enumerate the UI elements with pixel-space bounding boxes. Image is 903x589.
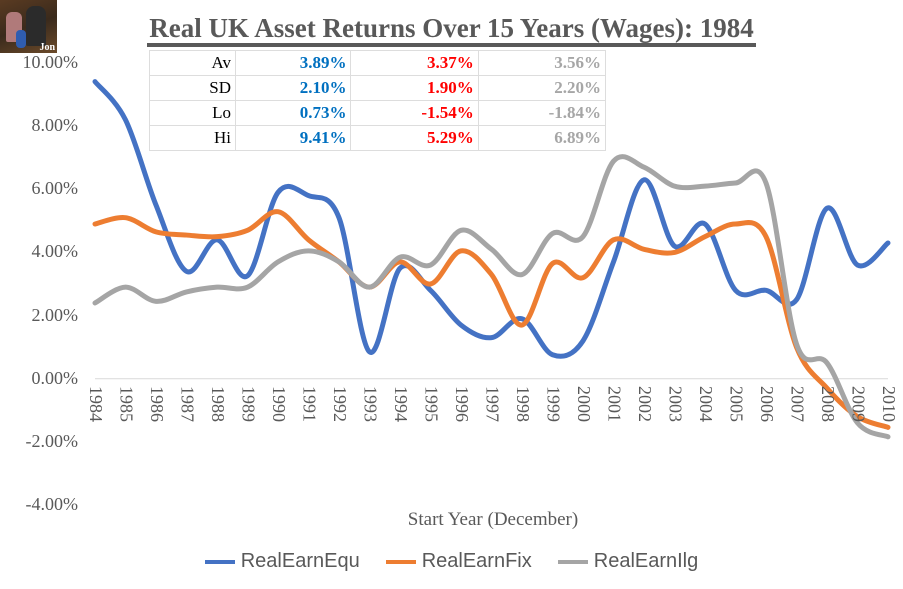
x-tick-label: 2008 [818, 386, 838, 422]
chart-title: Real UK Asset Returns Over 15 Years (Wag… [147, 13, 756, 47]
x-tick-label: 1986 [147, 386, 167, 422]
stats-row: Hi 9.41% 5.29% 6.89% [149, 125, 607, 151]
stats-cell-equ: 0.73% [234, 100, 352, 126]
legend-label: RealEarnEqu [240, 550, 360, 572]
stats-cell-ilg: -1.84% [477, 100, 607, 126]
stats-row: Av 3.89% 3.37% 3.56% [149, 50, 607, 76]
stats-cell-label: Av [149, 50, 236, 76]
x-tick-label: 1993 [360, 386, 381, 422]
x-tick-label: 2010 [879, 386, 899, 422]
y-tick-label: 8.00% [31, 115, 79, 136]
legend-swatch [557, 559, 588, 564]
x-tick-label: 1988 [208, 386, 228, 422]
stats-cell-equ: 3.89% [234, 50, 352, 76]
series-line-RealEarnEqu [92, 79, 891, 359]
x-tick-label: 2001 [604, 386, 625, 422]
y-tick-label: 6.00% [31, 178, 79, 199]
y-tick-label: -2.00% [25, 430, 79, 451]
x-axis-title: Start Year (December) [407, 509, 579, 530]
x-tick-label: 1992 [330, 386, 350, 422]
stats-cell-label: SD [149, 75, 236, 101]
legend-swatch [204, 559, 235, 564]
y-tick-label: -4.00% [25, 494, 79, 514]
stats-cell-label: Hi [149, 125, 236, 151]
y-tick-label: 4.00% [31, 241, 79, 262]
x-tick-label: 2003 [665, 386, 686, 422]
series-line-RealEarnFix [92, 209, 891, 430]
x-tick-label: 2007 [787, 386, 808, 422]
x-tick-label: 2004 [696, 386, 716, 422]
x-tick-label: 1994 [391, 386, 411, 422]
stats-cell-fix: 1.90% [350, 75, 479, 101]
stats-cell-fix: 5.29% [350, 125, 479, 151]
legend: RealEarnEqu RealEarnFix RealEarnIlg [0, 550, 903, 573]
x-tick-label: 1984 [86, 386, 106, 422]
y-tick-label: 0.00% [31, 367, 79, 388]
x-tick-label: 1987 [177, 386, 198, 422]
legend-label: RealEarnFix [421, 550, 532, 572]
x-tick-label: 1990 [269, 386, 289, 422]
stats-cell-ilg: 3.56% [477, 50, 607, 76]
stats-cell-ilg: 6.89% [477, 125, 607, 151]
stats-cell-equ: 9.41% [234, 125, 352, 151]
x-tick-label: 2005 [726, 386, 747, 422]
x-tick-label: 1995 [421, 386, 442, 422]
x-tick-label: 1989 [238, 386, 259, 422]
x-tick-label: 2006 [757, 386, 777, 422]
x-tick-label: 1998 [513, 386, 533, 422]
x-tick-label: 1999 [543, 386, 564, 422]
stats-cell-ilg: 2.20% [477, 75, 607, 101]
chart-title-wrap: Real UK Asset Returns Over 15 Years (Wag… [0, 13, 903, 47]
stats-cell-fix: 3.37% [350, 50, 479, 76]
x-tick-label: 2000 [574, 386, 594, 422]
legend-label: RealEarnIlg [593, 550, 699, 572]
stats-table: Av 3.89% 3.37% 3.56% SD 2.10% 1.90% 2.20% Lo 0.73… [149, 50, 607, 151]
legend-item: RealEarnEqu [204, 550, 360, 573]
stats-cell-equ: 2.10% [234, 75, 352, 101]
stats-row: SD 2.10% 1.90% 2.20% [149, 75, 607, 101]
logo-text: Jon [39, 42, 55, 53]
x-tick-label: 1991 [299, 386, 320, 422]
legend-swatch [385, 559, 416, 564]
x-tick-label: 2009 [848, 386, 869, 422]
logo-image: Jon [0, 0, 57, 53]
stats-cell-label: Lo [149, 100, 236, 126]
x-tick-label: 2002 [635, 386, 655, 422]
stats-row: Lo 0.73% -1.54% -1.84% [149, 100, 607, 126]
x-tick-label: 1997 [482, 386, 503, 422]
y-tick-label: 2.00% [31, 304, 79, 325]
series-line-RealEarnIlg [92, 154, 891, 440]
x-tick-label: 1985 [116, 386, 137, 422]
y-tick-label: 10.00% [22, 52, 79, 72]
legend-item: RealEarnIlg [557, 550, 699, 573]
x-tick-label: 1996 [452, 386, 472, 422]
stats-cell-fix: -1.54% [350, 100, 479, 126]
legend-item: RealEarnFix [385, 550, 532, 573]
